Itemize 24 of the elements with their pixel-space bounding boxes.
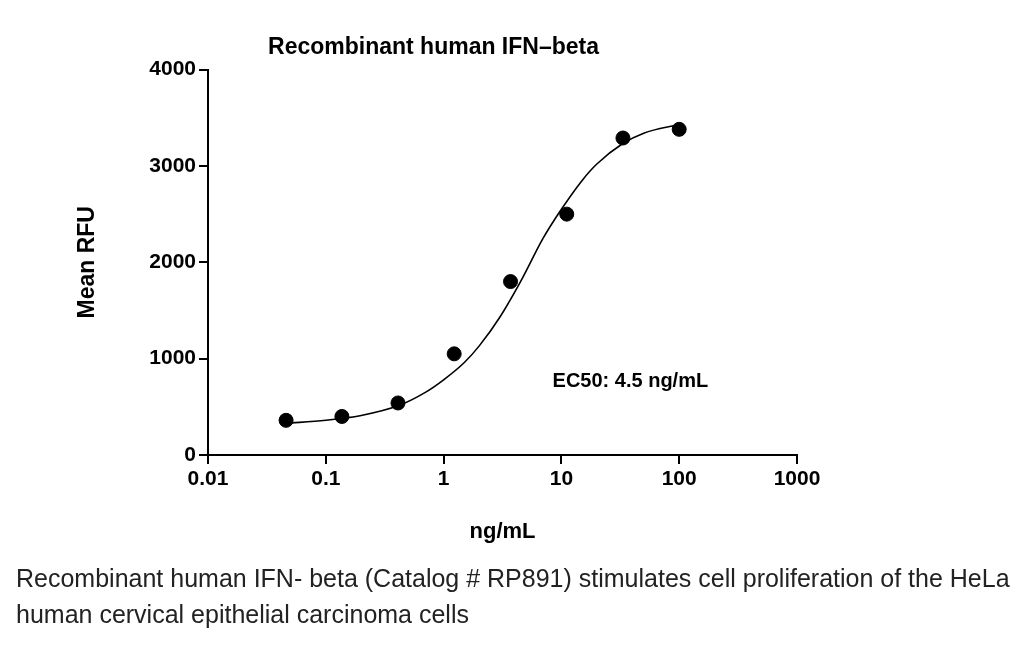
y-tick-label: 3000 <box>149 152 196 176</box>
point <box>334 408 350 424</box>
point <box>615 130 631 146</box>
y-tick-label: 1000 <box>149 345 196 369</box>
text: Recombinant human IFN- beta (Catalog # RP891) stimulates cell proliferation of the HeLa human cervical epithelial carcinoma cells <box>16 563 1011 630</box>
chart-title: Recombinant human IFN–beta <box>268 33 600 60</box>
x-tick-label: 1 <box>437 466 450 490</box>
point <box>503 274 519 290</box>
point <box>671 121 687 137</box>
x-tick-label: 0.01 <box>187 466 229 490</box>
x-axis-title: ng/mL <box>469 517 536 543</box>
x-tick-label: 10 <box>549 466 574 490</box>
y-axis-title: Mean RFU <box>73 206 100 319</box>
point <box>559 206 575 222</box>
annotation: EC50: 4.5 ng/mL <box>552 369 709 392</box>
y-tick-label: 2000 <box>149 249 196 273</box>
x-tick-label: 100 <box>661 466 697 490</box>
point <box>390 395 406 411</box>
y-tick-label: 0 <box>184 441 196 465</box>
point <box>446 346 462 362</box>
x-tick-label: 0.1 <box>311 466 341 490</box>
y-tick-label: 4000 <box>149 56 196 80</box>
x-tick-label: 1000 <box>773 466 821 490</box>
point <box>278 412 294 428</box>
